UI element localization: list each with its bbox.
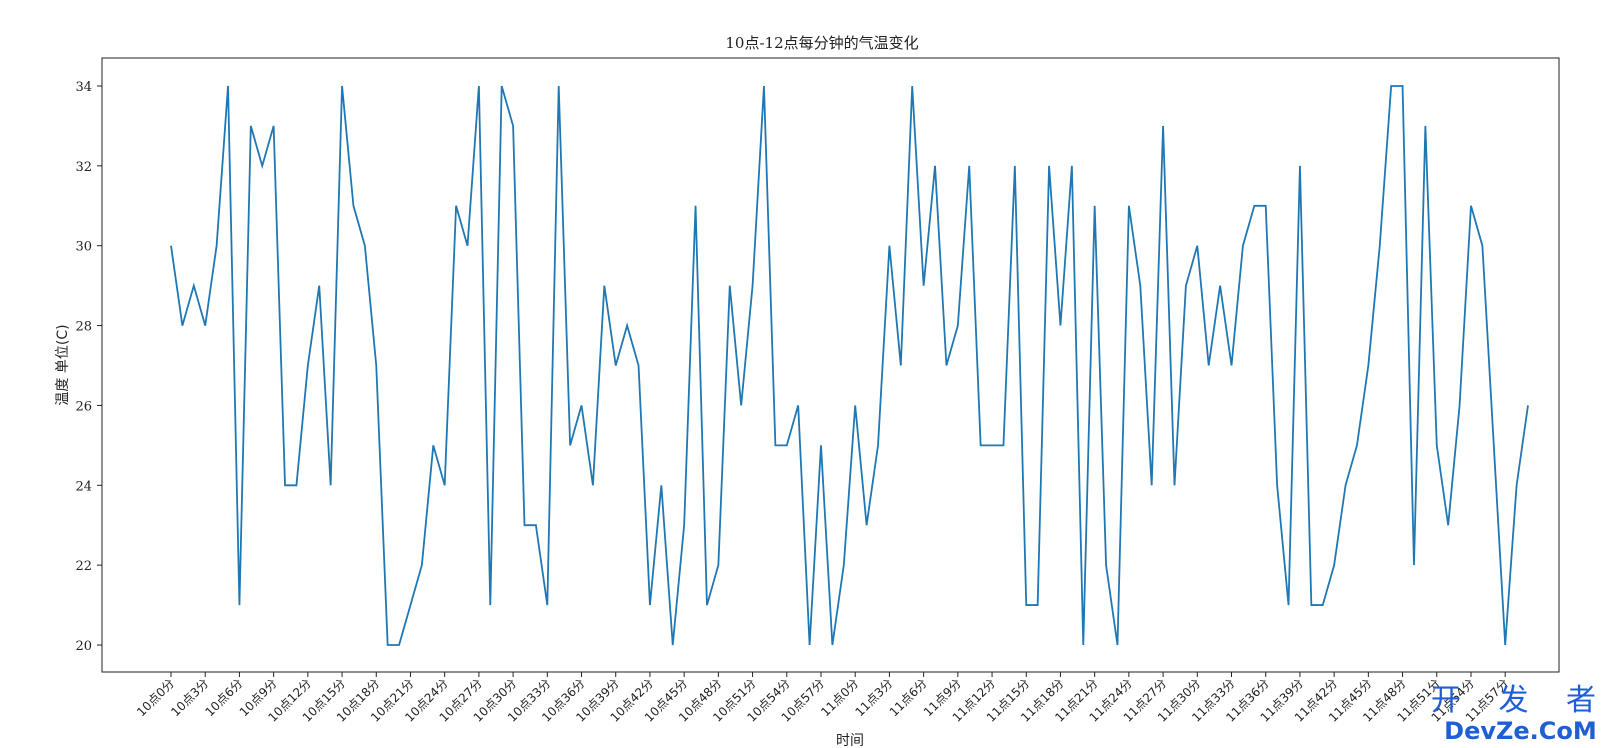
watermark-line1: 开 发 者 (1430, 683, 1610, 718)
y-tick-label: 32 (75, 160, 92, 175)
y-tick-label: 26 (75, 399, 92, 414)
x-axis-label: 时间 (836, 733, 864, 748)
x-axis: 10点0分10点3分10点6分10点9分10点12分10点15分10点18分10… (134, 672, 1511, 725)
y-tick-label: 24 (75, 479, 92, 494)
y-tick-label: 28 (75, 320, 92, 335)
y-tick-label: 34 (75, 80, 92, 95)
watermark: 开 发 者 DevZe.CoM (1430, 683, 1610, 745)
y-tick-label: 22 (75, 559, 92, 574)
y-tick-label: 20 (75, 639, 92, 654)
series-line (170, 85, 1529, 646)
watermark-line2: DevZe.CoM (1444, 717, 1597, 745)
y-axis-label: 温度 单位(C) (55, 324, 71, 405)
y-axis: 20 22 24 26 28 30 32 34 (75, 80, 102, 654)
chart-title: 10点-12点每分钟的气温变化 (725, 34, 918, 52)
y-tick-label: 30 (75, 240, 92, 255)
series-layer (170, 85, 1529, 646)
plot-frame (101, 57, 1560, 673)
